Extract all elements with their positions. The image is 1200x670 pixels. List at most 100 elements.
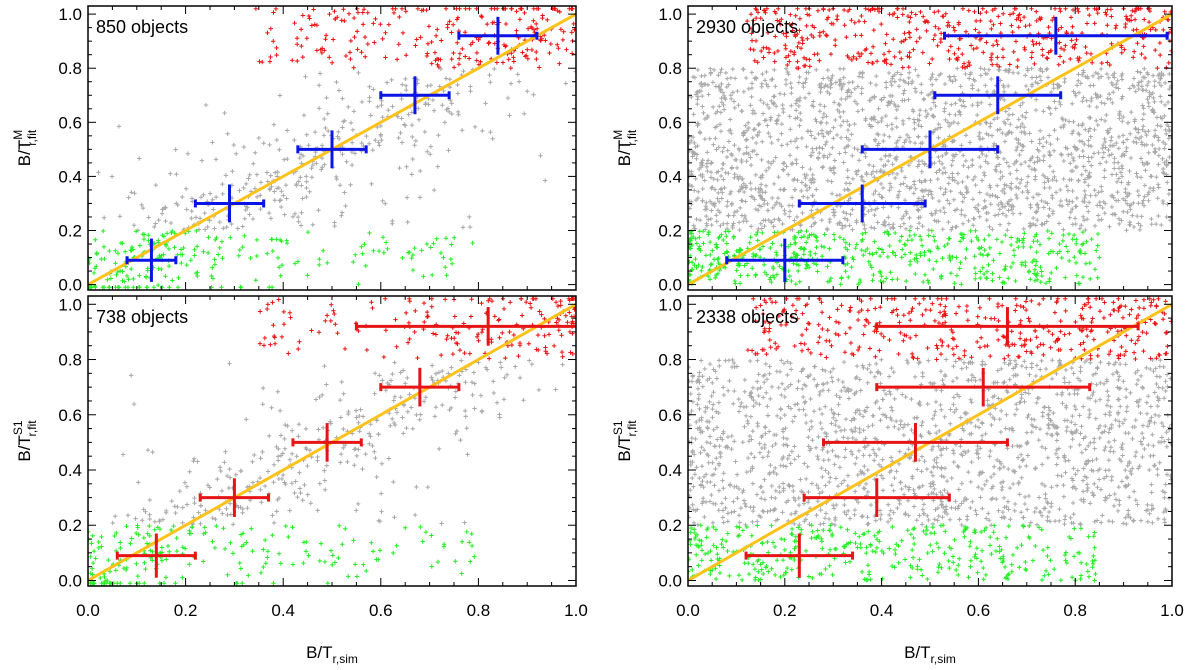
scatter-point bbox=[831, 170, 837, 176]
scatter-point bbox=[1010, 112, 1015, 117]
scatter-point bbox=[895, 70, 900, 75]
scatter-point bbox=[734, 165, 740, 171]
scatter-point bbox=[301, 540, 307, 545]
scatter-point bbox=[197, 216, 203, 221]
scatter-point bbox=[961, 153, 966, 158]
scatter-point bbox=[715, 177, 720, 183]
binned-point bbox=[296, 130, 368, 169]
scatter-point bbox=[298, 223, 304, 228]
scatter-point bbox=[279, 476, 285, 482]
scatter-point bbox=[1123, 24, 1128, 30]
scatter-point bbox=[886, 232, 891, 237]
scatter-point bbox=[213, 237, 218, 243]
scatter-point bbox=[363, 263, 368, 269]
scatter-point bbox=[235, 226, 240, 231]
scatter-point bbox=[342, 190, 347, 195]
scatter-point bbox=[192, 456, 197, 462]
scatter-point bbox=[1102, 168, 1107, 173]
scatter-point bbox=[913, 12, 918, 17]
scatter-point bbox=[143, 509, 148, 514]
scatter-point bbox=[217, 245, 222, 251]
scatter-point bbox=[1164, 122, 1170, 128]
scatter-point bbox=[777, 91, 783, 96]
scatter-point bbox=[536, 387, 542, 393]
scatter-point bbox=[459, 571, 464, 576]
scatter-point bbox=[726, 171, 731, 176]
scatter-point bbox=[968, 70, 974, 76]
scatter-point bbox=[1141, 111, 1146, 117]
scatter-point bbox=[813, 251, 818, 256]
scatter-point bbox=[814, 67, 819, 73]
scatter-point bbox=[699, 268, 704, 273]
scatter-point bbox=[1063, 275, 1068, 280]
scatter-point bbox=[1050, 17, 1055, 23]
scatter-point bbox=[943, 101, 948, 106]
scatter-point bbox=[381, 354, 387, 360]
scatter-point bbox=[1064, 197, 1069, 203]
scatter-point bbox=[1156, 153, 1162, 158]
scatter-point bbox=[290, 428, 295, 433]
scatter-point bbox=[443, 265, 448, 270]
scatter-point bbox=[1031, 239, 1036, 244]
scatter-point bbox=[265, 30, 270, 36]
scatter-point bbox=[271, 122, 277, 127]
scatter-point bbox=[739, 176, 745, 182]
scatter-point bbox=[322, 559, 328, 565]
scatter-point bbox=[201, 559, 206, 564]
scatter-point bbox=[938, 39, 943, 45]
scatter-point bbox=[890, 250, 895, 255]
scatter-point bbox=[968, 228, 973, 234]
scatter-point bbox=[1092, 127, 1097, 132]
scatter-point bbox=[195, 459, 200, 464]
scatter-point bbox=[942, 243, 947, 249]
scatter-point bbox=[1084, 217, 1090, 222]
scatter-point bbox=[957, 266, 962, 271]
scatter-point bbox=[1139, 214, 1144, 219]
scatter-point bbox=[418, 524, 423, 530]
scatter-point bbox=[360, 10, 365, 15]
scatter-point bbox=[758, 194, 764, 199]
scatter-point bbox=[398, 370, 403, 375]
scatter-point bbox=[275, 497, 280, 503]
scatter-point bbox=[1081, 154, 1086, 159]
scatter-point bbox=[728, 75, 734, 81]
scatter-point bbox=[1031, 271, 1037, 276]
scatter-point bbox=[903, 226, 909, 232]
scatter-point bbox=[908, 15, 913, 20]
scatter-point bbox=[974, 206, 980, 212]
scatter-point bbox=[159, 558, 165, 563]
scatter-point bbox=[1115, 78, 1120, 83]
scatter-point bbox=[399, 140, 405, 145]
scatter-point bbox=[1089, 60, 1095, 65]
scatter-point bbox=[556, 328, 562, 333]
scatter-point bbox=[831, 100, 837, 105]
scatter-point bbox=[113, 285, 118, 290]
scatter-point bbox=[872, 7, 878, 12]
scatter-point bbox=[784, 34, 789, 39]
scatter-point bbox=[135, 523, 140, 528]
scatter-point bbox=[866, 162, 872, 168]
scatter-point bbox=[1107, 62, 1112, 68]
scatter-point bbox=[990, 7, 995, 13]
scatter-point bbox=[370, 549, 376, 554]
scatter-point bbox=[728, 189, 734, 194]
scatter-point bbox=[470, 392, 475, 398]
scatter-point bbox=[1039, 273, 1045, 279]
scatter-point bbox=[409, 110, 415, 115]
scatter-point bbox=[194, 228, 199, 234]
scatter-point bbox=[276, 446, 281, 452]
scatter-point bbox=[857, 54, 863, 59]
scatter-point bbox=[796, 40, 802, 46]
scatter-point bbox=[758, 48, 764, 54]
scatter-point bbox=[399, 6, 405, 11]
scatter-point bbox=[449, 365, 454, 370]
scatter-point bbox=[1153, 47, 1158, 53]
scatter-point bbox=[242, 216, 247, 222]
scatter-point bbox=[787, 214, 792, 219]
scatter-point bbox=[886, 49, 892, 54]
scatter-point bbox=[484, 21, 490, 27]
scatter-point bbox=[1105, 96, 1110, 101]
scatter-point bbox=[1058, 46, 1064, 51]
scatter-point bbox=[971, 46, 976, 52]
scatter-point bbox=[307, 448, 313, 453]
